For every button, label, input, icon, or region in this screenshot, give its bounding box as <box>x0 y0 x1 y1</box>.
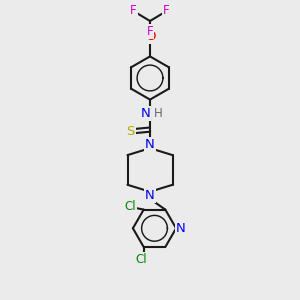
Text: F: F <box>147 25 153 38</box>
Text: Cl: Cl <box>135 253 146 266</box>
Text: H: H <box>154 107 163 120</box>
Text: N: N <box>141 106 150 120</box>
Text: F: F <box>130 4 137 17</box>
Text: N: N <box>145 189 155 202</box>
Text: N: N <box>176 222 185 235</box>
Text: O: O <box>145 29 155 43</box>
Text: N: N <box>145 138 155 151</box>
Text: F: F <box>163 4 170 17</box>
Text: Cl: Cl <box>124 200 136 213</box>
Text: S: S <box>126 124 135 138</box>
